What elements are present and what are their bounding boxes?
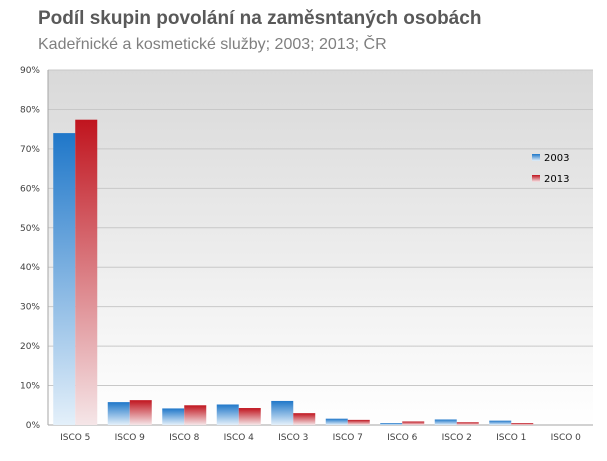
y-tick-label: 60% [20, 184, 40, 194]
y-tick-label: 0% [26, 421, 41, 431]
x-tick-label: ISCO 9 [115, 433, 146, 443]
bar-2013-isco-1 [511, 423, 534, 425]
bar-2003-isco-1 [489, 420, 512, 425]
bar-2003-isco-3 [271, 400, 294, 425]
bars [53, 119, 534, 425]
bar-2013-isco-8 [184, 405, 207, 425]
bar-2013-isco-7 [347, 419, 370, 425]
bar-2013-isco-4 [238, 408, 261, 425]
y-tick-label: 70% [20, 145, 40, 155]
x-tick-label: ISCO 1 [496, 433, 526, 443]
legend-label: 2003 [544, 153, 569, 164]
tick-labels: 0% 10% 20% 30% 40% 50% 60% 70% 80% 90% ISCO 5 ISCO … [20, 66, 581, 443]
y-tick-label: 50% [20, 224, 40, 234]
plot-area [48, 70, 593, 425]
y-tick-label: 30% [20, 303, 40, 313]
y-tick-label: 90% [20, 66, 40, 76]
bar-2013-isco-3 [293, 413, 316, 425]
y-tick-label: 80% [20, 105, 40, 115]
bar-2003-isco-6 [380, 423, 403, 425]
y-tick-label: 20% [20, 342, 40, 352]
x-tick-label: ISCO 4 [224, 433, 255, 443]
x-tick-label: ISCO 7 [333, 433, 363, 443]
x-tick-label: ISCO 2 [442, 433, 472, 443]
chart-subtitle: Kadeřnické a kosmetické služby; 2003; 20… [38, 36, 387, 53]
bar-2013-isco-6 [402, 421, 425, 425]
bar-2013-isco-2 [456, 422, 479, 425]
x-tick-label: ISCO 5 [60, 433, 90, 443]
x-tick-label: ISCO 8 [169, 433, 200, 443]
legend-label: 2013 [544, 174, 569, 185]
x-tick-label: ISCO 3 [278, 433, 308, 443]
x-tick-label: ISCO 0 [551, 433, 582, 443]
y-tick-label: 10% [20, 382, 40, 392]
y-tick-label: 40% [20, 263, 40, 273]
legend-swatch-2003 [532, 154, 540, 161]
bar-2003-isco-5 [53, 133, 76, 425]
bar-2003-isco-7 [325, 418, 348, 425]
chart-title: Podíl skupin povolání na zaměsntaných os… [38, 8, 482, 29]
bar-2013-isco-9 [129, 400, 152, 425]
bar-2003-isco-2 [434, 419, 457, 425]
bar-2003-isco-8 [162, 408, 185, 425]
x-tick-label: ISCO 6 [387, 433, 418, 443]
bar-2013-isco-5 [75, 119, 98, 425]
legend: 2003 2013 [532, 153, 569, 185]
bar-2003-isco-9 [107, 402, 130, 425]
bar-2003-isco-4 [216, 404, 239, 425]
gridlines [48, 69, 593, 387]
legend-swatch-2013 [532, 175, 540, 182]
